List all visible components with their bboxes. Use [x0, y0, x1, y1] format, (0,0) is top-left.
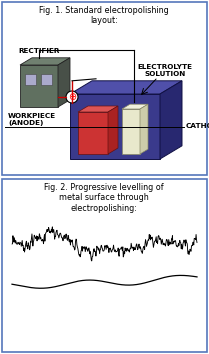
Text: RECTIFIER: RECTIFIER: [18, 48, 60, 54]
Bar: [78, 112, 108, 154]
Polygon shape: [20, 58, 70, 65]
Bar: [70, 94, 160, 159]
Polygon shape: [78, 106, 118, 112]
Text: CATHODE: CATHODE: [186, 124, 209, 130]
Polygon shape: [160, 81, 182, 159]
Bar: [122, 109, 140, 154]
Polygon shape: [122, 104, 148, 109]
Text: ELECTROLYTE
SOLUTION: ELECTROLYTE SOLUTION: [138, 64, 192, 77]
Polygon shape: [58, 58, 70, 107]
Bar: [20, 65, 58, 107]
Bar: [25, 74, 36, 85]
Polygon shape: [70, 81, 182, 94]
Bar: [41, 74, 52, 85]
Circle shape: [66, 91, 78, 103]
Polygon shape: [108, 106, 118, 154]
Text: Fig. 2. Progressive levelling of
metal surface through
electropolishing:: Fig. 2. Progressive levelling of metal s…: [44, 183, 164, 213]
Text: WORKPIECE
(ANODE): WORKPIECE (ANODE): [8, 113, 56, 126]
Polygon shape: [140, 104, 148, 154]
Text: Fig. 1. Standard electropolishing
layout:: Fig. 1. Standard electropolishing layout…: [39, 6, 169, 25]
Text: ⊕: ⊕: [68, 92, 76, 102]
